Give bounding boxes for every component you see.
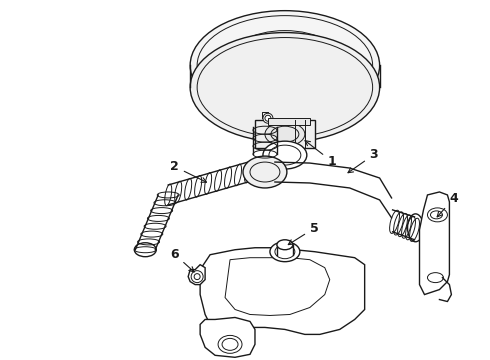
- Polygon shape: [188, 265, 205, 285]
- Circle shape: [194, 274, 200, 280]
- Circle shape: [263, 113, 273, 123]
- Text: 2: 2: [170, 160, 206, 182]
- Ellipse shape: [427, 208, 447, 222]
- Polygon shape: [268, 118, 310, 125]
- Ellipse shape: [190, 32, 380, 142]
- Text: 3: 3: [348, 148, 378, 173]
- Polygon shape: [200, 318, 255, 357]
- Circle shape: [277, 58, 293, 73]
- Text: 1: 1: [305, 141, 337, 168]
- Ellipse shape: [218, 336, 242, 353]
- Text: 4: 4: [437, 192, 458, 217]
- Ellipse shape: [277, 240, 293, 250]
- Polygon shape: [255, 120, 315, 148]
- Ellipse shape: [243, 156, 287, 188]
- Polygon shape: [419, 192, 449, 294]
- Ellipse shape: [263, 141, 307, 169]
- Text: 6: 6: [170, 248, 194, 272]
- Ellipse shape: [270, 242, 300, 262]
- Ellipse shape: [265, 122, 305, 146]
- Ellipse shape: [190, 11, 380, 120]
- Text: 5: 5: [288, 222, 319, 244]
- Polygon shape: [200, 248, 365, 334]
